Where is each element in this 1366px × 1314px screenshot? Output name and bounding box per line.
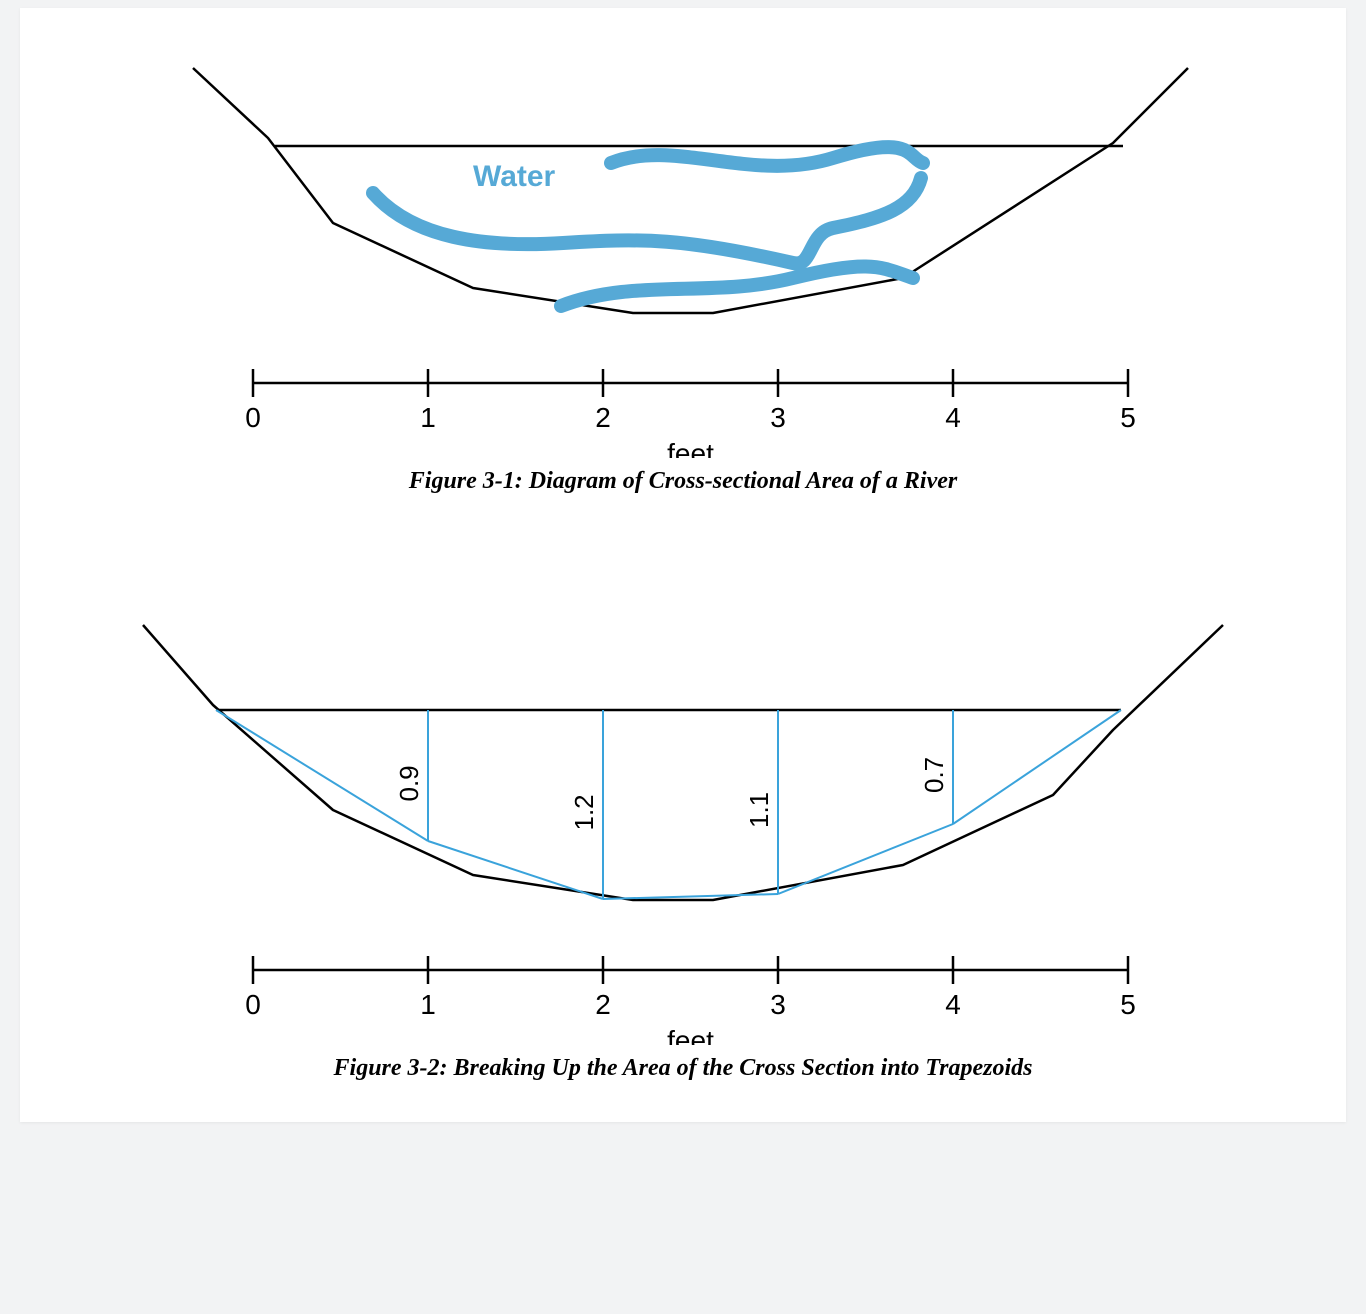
axis-tick-label: 3 xyxy=(770,402,786,433)
depth-label: 0.9 xyxy=(394,765,424,801)
figure-2: 0.9 1.2 1.1 0.7 0 1 2 3 4 5 feet Figure 3-2: Break… xyxy=(50,615,1316,1082)
water-label: Water xyxy=(473,160,556,193)
depth-label: 0.7 xyxy=(919,757,949,793)
depth-label: 1.1 xyxy=(744,792,774,828)
spacer xyxy=(50,495,1316,615)
water-stream-1 xyxy=(611,147,923,166)
figure-1: Water 0 1 2 3 4 5 feet Figure 3-1: Diagram of C… xyxy=(50,38,1316,495)
axis-tick-label: 4 xyxy=(945,402,961,433)
page: Water 0 1 2 3 4 5 feet Figure 3-1: Diagram of C… xyxy=(20,8,1346,1122)
figure-2-svg: 0.9 1.2 1.1 0.7 0 1 2 3 4 5 feet xyxy=(113,615,1253,1045)
axis-tick-label: 1 xyxy=(420,402,436,433)
axis-unit-label: feet xyxy=(667,438,714,458)
axis-tick-label: 0 xyxy=(245,402,261,433)
axis-tick-label: 1 xyxy=(420,989,436,1020)
depth-label: 1.2 xyxy=(569,794,599,830)
figure-1-svg: Water 0 1 2 3 4 5 feet xyxy=(113,38,1253,458)
trapezoid-edge xyxy=(778,824,953,894)
axis-tick-label: 4 xyxy=(945,989,961,1020)
axis-tick-label: 2 xyxy=(595,402,611,433)
axis-tick-label: 0 xyxy=(245,989,261,1020)
figure-2-caption: Figure 3-2: Breaking Up the Area of the … xyxy=(50,1055,1316,1082)
figure-1-caption: Figure 3-1: Diagram of Cross-sectional A… xyxy=(50,468,1316,495)
axis-tick-label: 5 xyxy=(1120,402,1136,433)
river-outline xyxy=(143,625,1223,900)
axis-tick-label: 3 xyxy=(770,989,786,1020)
water-stream-2 xyxy=(373,178,921,263)
trapezoid-edge xyxy=(953,710,1121,824)
trapezoid-edge xyxy=(428,841,603,899)
axis-tick-label: 5 xyxy=(1120,989,1136,1020)
axis-unit-label: feet xyxy=(667,1025,714,1045)
trapezoid-edge xyxy=(603,894,778,899)
axis-tick-label: 2 xyxy=(595,989,611,1020)
river-outline xyxy=(193,68,1188,313)
